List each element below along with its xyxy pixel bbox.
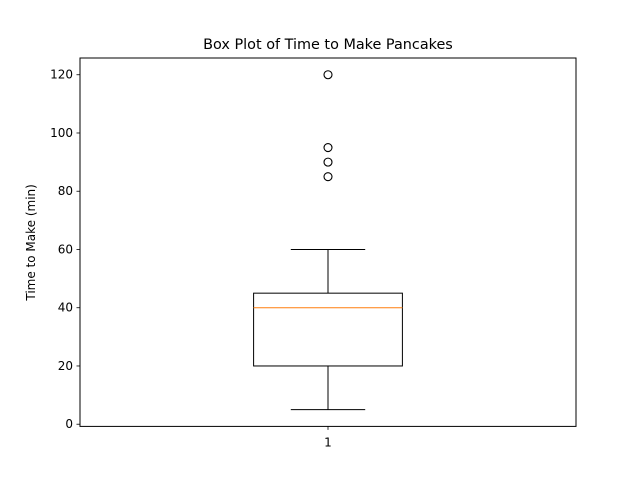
- x-tick-label: 1: [324, 435, 332, 449]
- y-tick-label: 80: [58, 184, 73, 198]
- y-tick-label: 60: [58, 242, 73, 256]
- outlier-point: [323, 143, 333, 153]
- iqr-box: [253, 292, 403, 367]
- outlier-point: [323, 70, 333, 80]
- outlier-point: [323, 157, 333, 167]
- plot-area: 0 20 40 60 80 100 120 1: [50, 57, 577, 449]
- y-tick-label: 40: [58, 301, 73, 315]
- y-tick-label: 20: [58, 359, 73, 373]
- y-tick-label: 120: [50, 68, 73, 82]
- y-tick-label: 100: [50, 126, 73, 140]
- chart-title: Box Plot of Time to Make Pancakes: [203, 37, 453, 53]
- y-tick-label: 0: [65, 417, 73, 431]
- y-axis-label: Time to Make (min): [24, 184, 38, 301]
- outlier-point: [323, 172, 333, 182]
